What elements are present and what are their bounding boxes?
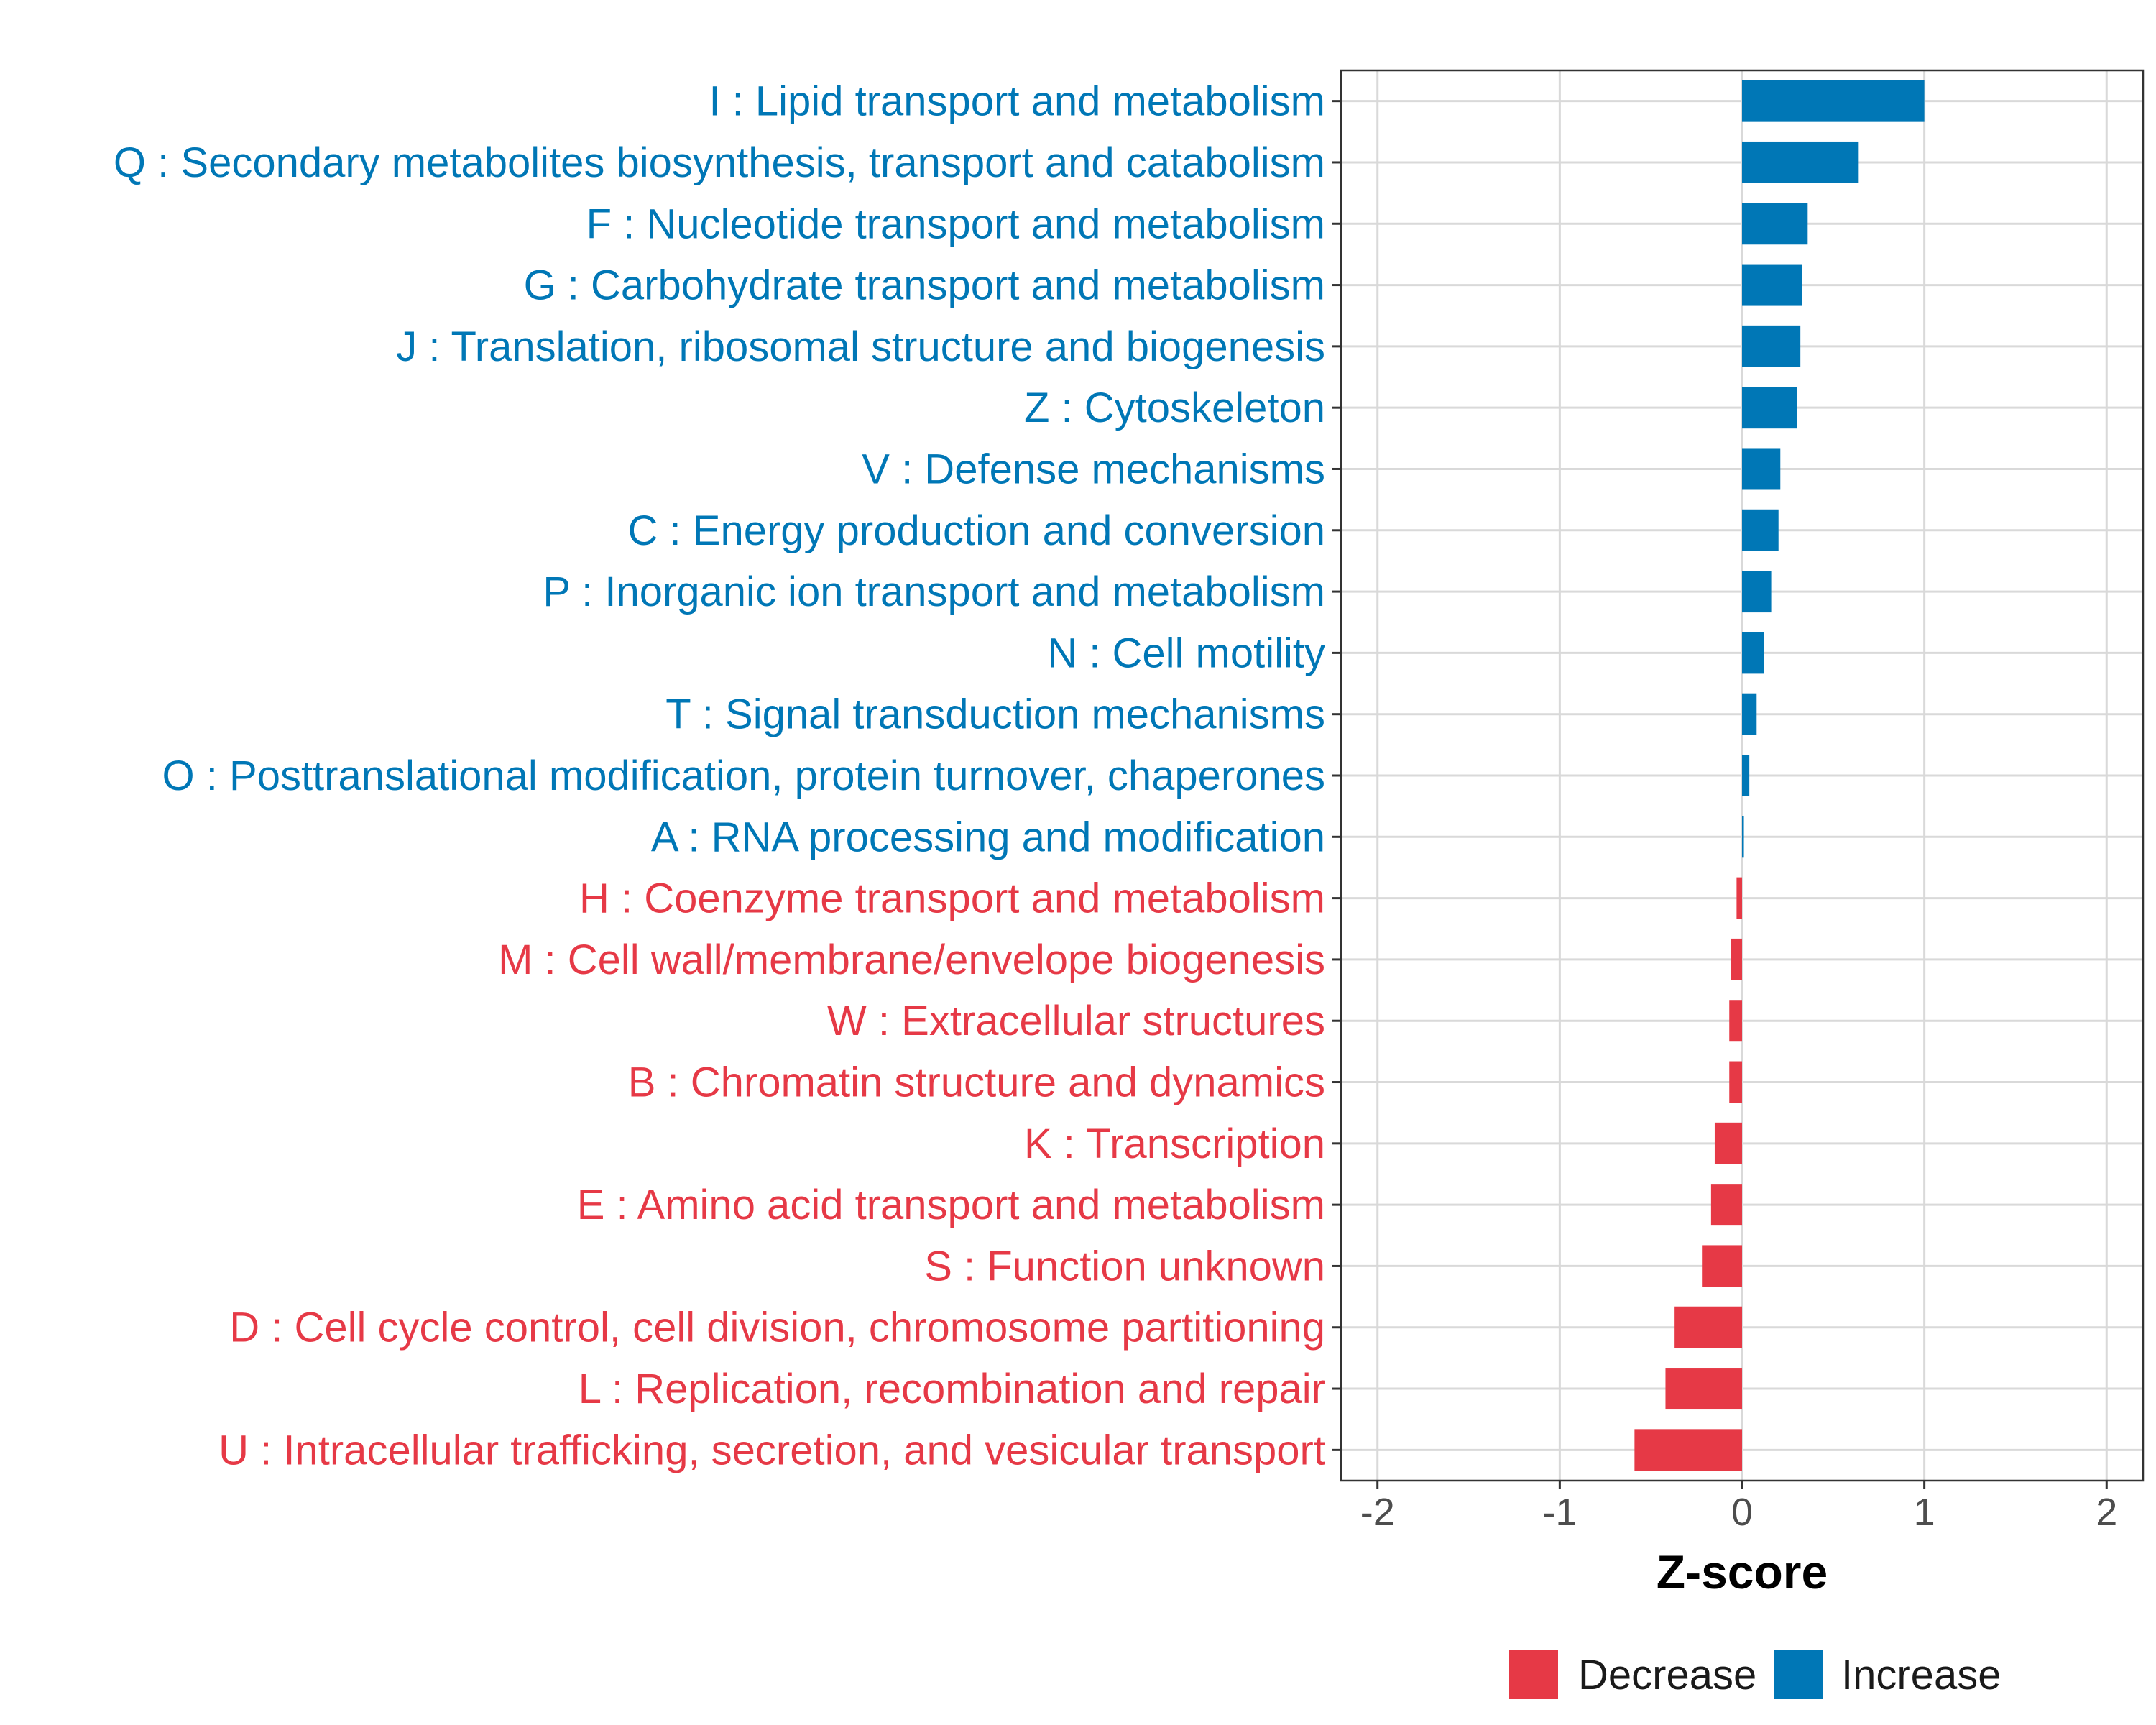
category-label: Z : Cytoskeleton xyxy=(1024,385,1325,431)
category-label: E : Amino acid transport and metabolism xyxy=(577,1182,1325,1228)
bar xyxy=(1674,1306,1742,1348)
category-label: A : RNA processing and modification xyxy=(651,814,1325,860)
bar xyxy=(1742,632,1764,674)
bar xyxy=(1742,693,1757,735)
category-label: C : Energy production and conversion xyxy=(628,507,1325,554)
bar xyxy=(1714,1122,1742,1164)
category-label: N : Cell motility xyxy=(1047,630,1325,676)
category-label: S : Function unknown xyxy=(924,1243,1325,1289)
ticks-layer: -2 -1 0 1 2 xyxy=(1332,100,2117,1534)
category-label: K : Transcription xyxy=(1024,1121,1325,1167)
legend-label-increase: Increase xyxy=(1841,1652,2001,1698)
category-label: M : Cell wall/membrane/envelope biogenes… xyxy=(498,937,1325,983)
bar xyxy=(1742,571,1772,613)
category-label: P : Inorganic ion transport and metaboli… xyxy=(543,569,1325,615)
category-label: B : Chromatin structure and dynamics xyxy=(628,1059,1325,1106)
category-label: Q : Secondary metabolites biosynthesis, … xyxy=(114,139,1325,186)
category-label: G : Carbohydrate transport and metabolis… xyxy=(524,262,1325,309)
bar xyxy=(1742,203,1808,245)
category-label: T : Signal transduction mechanisms xyxy=(665,691,1325,738)
legend-key-increase xyxy=(1774,1650,1823,1699)
x-tick-label: -2 xyxy=(1360,1491,1395,1534)
category-label: L : Replication, recombination and repai… xyxy=(579,1366,1325,1412)
category-labels: I : Lipid transport and metabolism Q : Se… xyxy=(114,78,1325,1474)
category-label: I : Lipid transport and metabolism xyxy=(709,78,1325,125)
bar xyxy=(1742,754,1750,797)
bar xyxy=(1710,1184,1742,1226)
bar xyxy=(1742,325,1801,367)
bar xyxy=(1742,448,1781,490)
x-tick-label: -1 xyxy=(1542,1491,1577,1534)
x-tick-label: 1 xyxy=(1914,1491,1935,1534)
category-label: H : Coenzyme transport and metabolism xyxy=(579,875,1325,922)
bar xyxy=(1742,509,1779,551)
category-label: O : Posttranslational modification, prot… xyxy=(162,753,1325,799)
bar xyxy=(1742,141,1859,183)
bar xyxy=(1729,1000,1742,1042)
bar xyxy=(1742,816,1744,858)
bar xyxy=(1665,1368,1742,1410)
category-label: J : Translation, ribosomal structure and… xyxy=(396,323,1325,370)
category-label: U : Intracellular trafficking, secretion… xyxy=(218,1427,1325,1473)
category-label: F : Nucleotide transport and metabolism xyxy=(586,201,1325,247)
bar xyxy=(1742,387,1797,429)
legend: Decrease Increase xyxy=(1509,1650,2001,1699)
category-label: W : Extracellular structures xyxy=(827,998,1325,1044)
legend-label-decrease: Decrease xyxy=(1578,1652,1756,1698)
bar xyxy=(1702,1245,1742,1287)
bars-layer xyxy=(1634,80,1925,1471)
bar xyxy=(1742,264,1802,306)
x-tick-label: 0 xyxy=(1731,1491,1753,1534)
bar xyxy=(1729,1061,1742,1103)
bar xyxy=(1742,80,1925,122)
category-label: V : Defense mechanisms xyxy=(862,446,1325,492)
category-label: D : Cell cycle control, cell division, c… xyxy=(229,1305,1325,1351)
legend-key-decrease xyxy=(1509,1650,1558,1699)
x-tick-label: 2 xyxy=(2096,1491,2117,1534)
bar xyxy=(1736,877,1742,919)
bar xyxy=(1731,938,1742,980)
bar xyxy=(1634,1429,1742,1471)
x-axis-title: Z-score xyxy=(1657,1545,1828,1598)
